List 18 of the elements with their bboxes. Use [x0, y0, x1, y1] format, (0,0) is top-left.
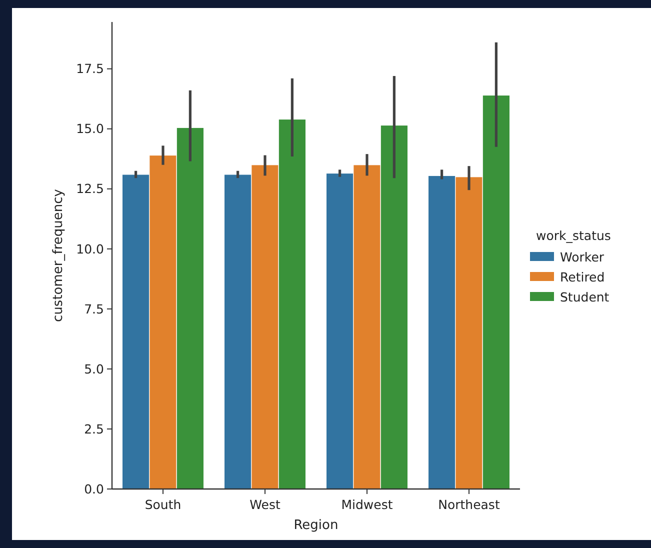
y-tick-label: 7.5: [84, 301, 104, 316]
legend-title: work_status: [536, 228, 611, 243]
x-tick-label: West: [250, 497, 280, 512]
y-tick-label: 17.5: [76, 61, 104, 76]
x-axis-title: Region: [294, 518, 338, 533]
legend-label: Retired: [560, 269, 605, 284]
x-tick-label: South: [144, 497, 182, 512]
y-tick-label: 12.5: [76, 181, 104, 196]
x-tick-label: Northeast: [438, 497, 500, 512]
y-tick-label: 2.5: [84, 421, 104, 436]
legend-label: Student: [560, 289, 610, 304]
legend-label: Worker: [560, 249, 605, 264]
y-tick-label: 5.0: [84, 361, 104, 376]
y-axis-title: customer_frequency: [51, 188, 66, 322]
x-tick-label: Midwest: [341, 497, 393, 512]
y-tick-label: 15.0: [76, 121, 104, 136]
y-tick-label: 0.0: [84, 481, 104, 496]
y-tick-label: 10.0: [76, 241, 104, 256]
